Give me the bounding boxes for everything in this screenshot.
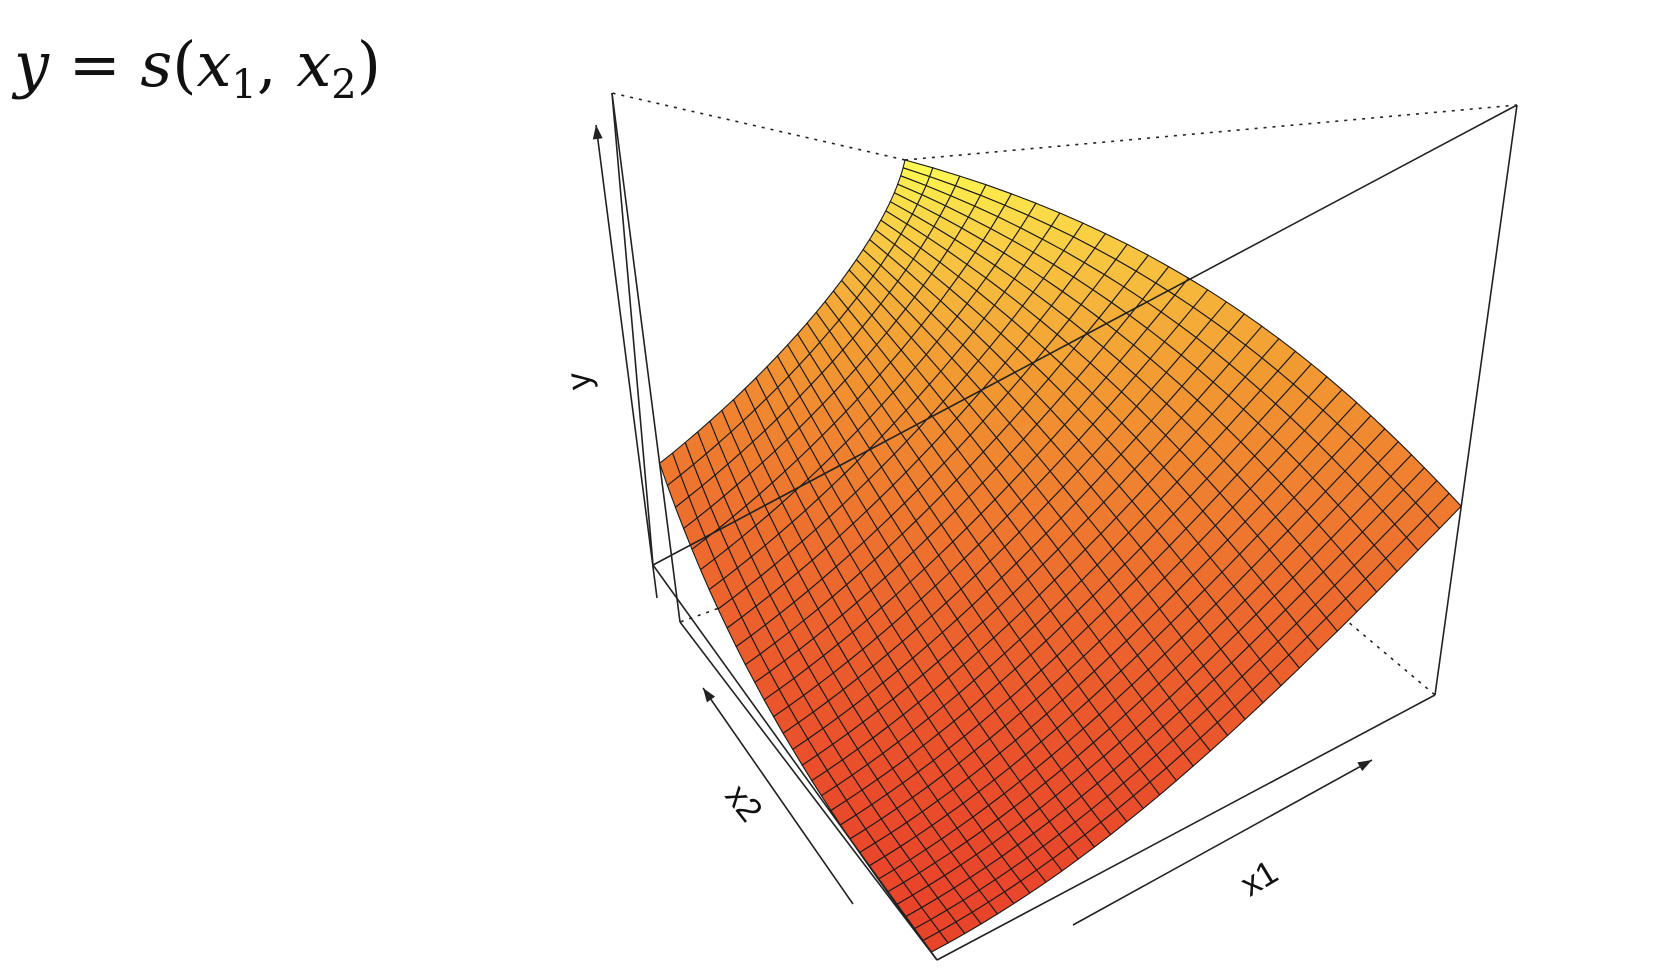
equation-comma: , bbox=[256, 28, 277, 101]
equation-equals: = bbox=[68, 28, 121, 101]
surface-mesh bbox=[659, 159, 1462, 953]
y-arrow-line bbox=[595, 124, 658, 599]
axis-arrows bbox=[592, 124, 1373, 926]
axis-label-y: y bbox=[559, 371, 599, 392]
x2-arrow-line bbox=[702, 687, 854, 905]
equation-arg2: x bbox=[296, 28, 332, 101]
x2-arrow-head bbox=[703, 688, 716, 703]
equation-sub2: 2 bbox=[331, 62, 357, 108]
box-back-edge-2 bbox=[904, 104, 1518, 161]
axis-label-x2: x2 bbox=[718, 777, 770, 829]
box-front-edge-2 bbox=[652, 564, 938, 961]
axis-label-x1: x1 bbox=[1234, 853, 1284, 904]
x1-arrow-line bbox=[1072, 759, 1373, 926]
box-back-edge-1 bbox=[611, 92, 906, 161]
box-front-edge-6 bbox=[611, 92, 654, 566]
equation-open-paren: ( bbox=[172, 28, 197, 101]
equation-close-paren: ) bbox=[356, 28, 381, 101]
box-front-edge-1 bbox=[679, 621, 938, 961]
equation-title: y = s(x1, x2) bbox=[14, 34, 381, 108]
box-front-edge-0 bbox=[936, 694, 1436, 961]
equation-func: s bbox=[140, 28, 173, 101]
box-front-edge-5 bbox=[652, 104, 1518, 566]
equation-arg1: x bbox=[196, 28, 232, 101]
box-front-edge-3 bbox=[1434, 104, 1518, 696]
box-front-edge-4 bbox=[611, 92, 681, 623]
equation-lhs: y bbox=[14, 28, 50, 101]
y-arrow-head bbox=[592, 125, 603, 140]
box-front-edges bbox=[611, 92, 1518, 961]
equation-sub1: 1 bbox=[231, 62, 257, 108]
x1-arrow-head bbox=[1357, 760, 1372, 772]
